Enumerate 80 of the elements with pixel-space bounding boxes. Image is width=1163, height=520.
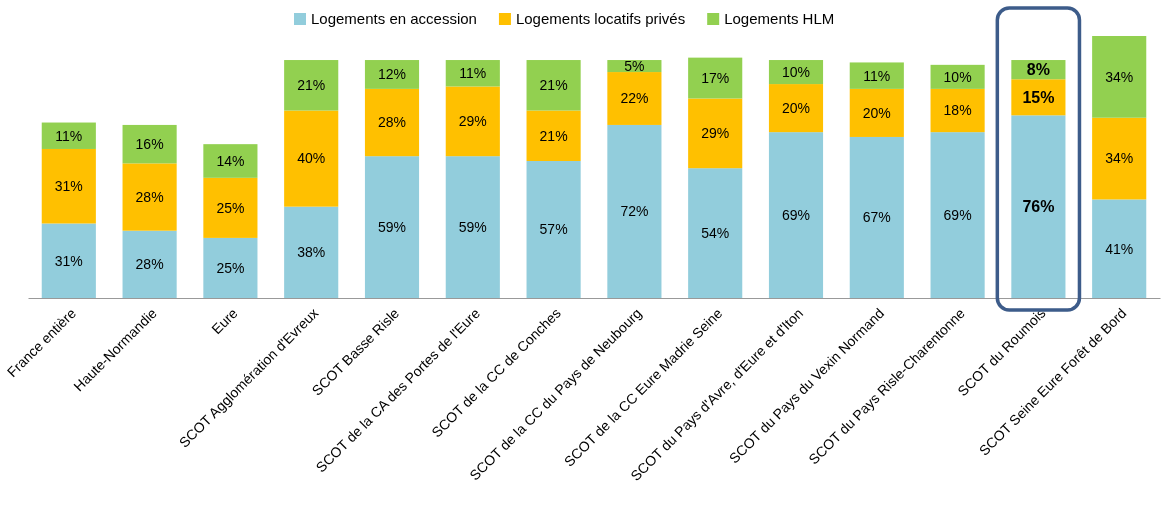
data-label: 31% <box>54 252 83 269</box>
bar <box>688 98 743 169</box>
bar <box>284 110 339 207</box>
bar <box>1011 115 1066 298</box>
bar <box>1092 36 1147 118</box>
bar <box>1092 199 1147 298</box>
bar <box>445 156 500 298</box>
data-label: 69% <box>781 206 811 223</box>
data-label: 20% <box>862 104 891 121</box>
data-label: 21% <box>297 77 326 94</box>
data-label: 41% <box>1105 240 1134 257</box>
data-label: 29% <box>701 125 730 142</box>
data-label: 11% <box>55 127 83 144</box>
bar <box>688 57 743 99</box>
data-label: 59% <box>458 218 487 235</box>
data-label: 40% <box>297 150 326 167</box>
bar <box>41 148 96 224</box>
data-label: 31% <box>54 178 83 195</box>
data-label: 67% <box>862 209 891 226</box>
bar <box>607 124 662 298</box>
data-label: 21% <box>539 77 568 94</box>
bar <box>526 110 581 161</box>
bar <box>364 88 420 157</box>
bar <box>1092 117 1147 200</box>
data-label: 20% <box>781 100 811 117</box>
data-label: 18% <box>943 102 972 119</box>
bar <box>364 60 420 89</box>
bar <box>122 230 177 298</box>
bar <box>364 156 420 298</box>
data-label: 72% <box>620 203 649 220</box>
data-label: 11% <box>459 65 487 82</box>
bar <box>930 132 985 298</box>
data-label: 28% <box>135 188 164 205</box>
data-label: 59% <box>377 218 407 235</box>
bar <box>203 177 258 238</box>
data-label: 29% <box>458 113 487 130</box>
bar <box>122 163 177 231</box>
data-label: 10% <box>943 68 972 85</box>
bar <box>930 88 985 133</box>
bar <box>445 86 500 157</box>
data-label: 25% <box>216 199 245 216</box>
data-label: 16% <box>135 136 164 153</box>
data-label: 34% <box>1105 150 1134 167</box>
data-label: 21% <box>539 127 568 144</box>
data-label: 10% <box>781 63 811 80</box>
legend-label: Logements locatifs privés <box>515 10 686 27</box>
bar <box>849 88 904 137</box>
data-label: 11% <box>863 67 891 84</box>
data-label: 17% <box>701 69 730 86</box>
data-label: 69% <box>943 206 972 223</box>
bar <box>526 160 581 298</box>
data-label: 38% <box>297 244 326 261</box>
data-label: 28% <box>377 114 407 131</box>
data-label: 76% <box>1022 198 1055 216</box>
data-label: 25% <box>216 259 245 276</box>
bar <box>688 168 743 298</box>
bar <box>768 132 824 298</box>
data-label: 12% <box>377 66 407 83</box>
data-label: 54% <box>701 225 730 241</box>
data-label: 28% <box>135 256 164 273</box>
data-label: 57% <box>539 221 568 238</box>
bar <box>284 206 339 298</box>
bar <box>607 72 662 125</box>
bar <box>41 223 96 298</box>
legend-label: Logements HLM <box>724 10 835 27</box>
data-label: 22% <box>620 90 649 107</box>
data-label: 15% <box>1022 88 1055 106</box>
legend-label: Logements en accession <box>311 10 477 27</box>
bar <box>203 144 258 178</box>
data-label: 5% <box>624 57 645 74</box>
data-label: 34% <box>1105 68 1134 85</box>
bar <box>284 60 339 111</box>
data-label: 8% <box>1026 61 1050 79</box>
data-label: 14% <box>216 152 245 169</box>
bar <box>768 84 824 133</box>
bar <box>526 60 581 111</box>
bar <box>849 62 904 89</box>
bar <box>203 237 258 298</box>
bar <box>849 136 904 298</box>
bar <box>122 124 177 164</box>
